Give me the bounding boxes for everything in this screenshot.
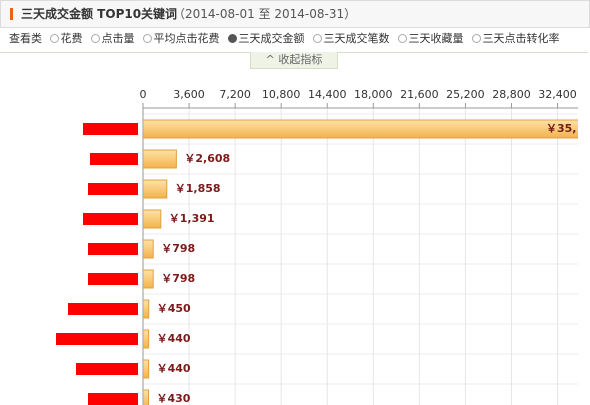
- redacted-label: [88, 273, 138, 285]
- bar: [143, 389, 150, 405]
- x-tick-label: 3,600: [173, 88, 205, 101]
- bar: [143, 359, 150, 379]
- date-range: （2014-08-01 至 2014-08-31）: [173, 7, 357, 21]
- filter-label: 查看类: [9, 32, 42, 45]
- value-label: ￥798: [161, 272, 195, 285]
- redacted-label: [90, 153, 138, 165]
- x-tick-label: 25,200: [446, 88, 485, 101]
- x-tick-label: 0: [140, 88, 147, 101]
- collapse-toggle[interactable]: ^ 收起指标: [250, 52, 338, 69]
- value-label: ￥440: [157, 332, 191, 345]
- redacted-label: [76, 363, 138, 375]
- filter-option[interactable]: 点击量: [90, 32, 139, 45]
- redacted-label: [68, 303, 138, 315]
- option-text: 三天点击转化率: [482, 32, 560, 45]
- value-label: ￥450: [157, 302, 191, 315]
- redacted-label: [83, 213, 138, 225]
- redacted-label: [88, 183, 138, 195]
- option-text: 三天成交笔数: [323, 32, 390, 45]
- bar: [143, 299, 150, 319]
- x-tick-label: 18,000: [354, 88, 393, 101]
- x-tick-label: 14,400: [308, 88, 347, 101]
- value-label: ￥2,608: [184, 152, 230, 165]
- filter-option[interactable]: 三天成交金额: [227, 32, 309, 45]
- value-label: ￥1,391: [169, 212, 215, 225]
- option-text: 点击量: [101, 32, 135, 45]
- filter-option[interactable]: 三天成交笔数: [312, 32, 394, 45]
- bar: [143, 269, 154, 289]
- header-marker: [10, 8, 13, 20]
- x-tick-label: 7,200: [219, 88, 251, 101]
- value-label: ￥430: [157, 392, 191, 405]
- value-label: ￥440: [157, 362, 191, 375]
- radio[interactable]: [49, 34, 59, 43]
- radio[interactable]: [142, 34, 152, 43]
- bars: [143, 119, 578, 405]
- option-text: 三天成交金额: [238, 32, 305, 45]
- option-text: 花费: [60, 32, 83, 45]
- filter-option[interactable]: 花费: [49, 32, 87, 45]
- bar: [143, 179, 168, 199]
- title: 三天成交金额 TOP10关键词: [21, 7, 178, 21]
- redacted-label: [88, 243, 138, 255]
- filter-option[interactable]: 三天收藏量: [397, 32, 468, 45]
- option-text: 三天收藏量: [408, 32, 464, 45]
- bar: [143, 119, 578, 139]
- bar: [143, 239, 154, 259]
- header: 三天成交金额 TOP10关键词 （2014-08-01 至 2014-08-31…: [0, 0, 590, 28]
- radio[interactable]: [90, 34, 100, 43]
- value-label: ￥1,858: [175, 182, 221, 195]
- redacted-label: [56, 333, 138, 345]
- radio[interactable]: [227, 34, 237, 43]
- radio[interactable]: [471, 34, 481, 43]
- radio[interactable]: [312, 34, 322, 43]
- x-tick-label: 28,800: [492, 88, 531, 101]
- filter-bar: 查看类 花费 点击量 平均点击花费 三天成交金额 三天成交笔数 三天收藏量 三天点击转化率: [9, 30, 568, 48]
- option-text: 平均点击花费: [153, 32, 220, 45]
- bar: [143, 149, 177, 169]
- x-tick-label: 10,800: [262, 88, 301, 101]
- filter-option[interactable]: 平均点击花费: [142, 32, 224, 45]
- value-label: ￥798: [161, 242, 195, 255]
- bar: [143, 329, 150, 349]
- radio[interactable]: [397, 34, 407, 43]
- redacted-label: [88, 393, 138, 405]
- filter-option[interactable]: 三天点击转化率: [471, 32, 564, 45]
- toggle-text: 收起指标: [278, 53, 323, 66]
- x-tick-label: 21,600: [400, 88, 439, 101]
- bar: [143, 209, 162, 229]
- value-label: ￥35,: [546, 122, 577, 135]
- redacted-label: [83, 123, 138, 135]
- x-tick-label: 32,400: [538, 88, 577, 101]
